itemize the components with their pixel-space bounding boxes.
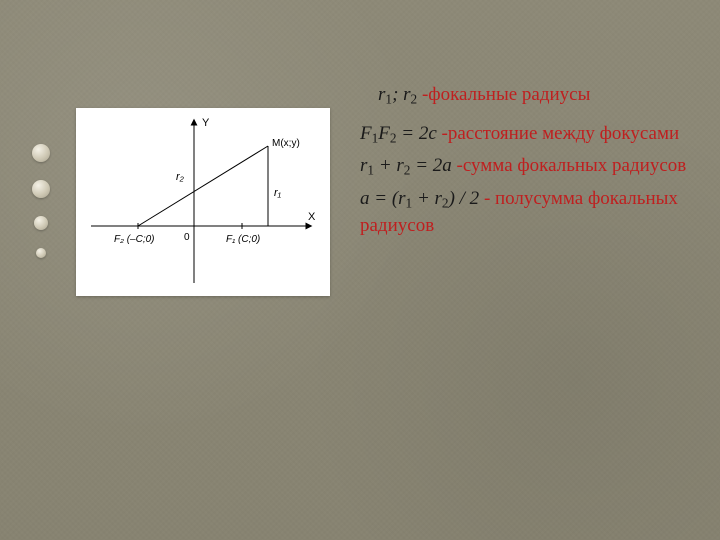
formula-r1plusr2: r1 + r2 = 2a (360, 155, 452, 176)
origin-label: 0 (184, 232, 190, 243)
bullet-dot (32, 144, 50, 162)
axis-x-label: X (308, 211, 316, 223)
definition-line: r1; r2 -фокальные радиусы (378, 82, 690, 109)
point-f2-label: F₂ (–C;0) (114, 234, 154, 245)
definition-line: a = (r1 + r2) / 2 - полусумма фокальных … (360, 186, 690, 239)
point-m-label: M(x;y) (272, 138, 300, 149)
definition-text: -сумма фокальных радиусов (457, 155, 687, 176)
definition-line: F1F2 = 2c -расстояние между фокусами (360, 121, 690, 148)
bullet-dot (32, 180, 50, 198)
definition-text: -расстояние между фокусами (442, 123, 680, 144)
formula-f1f2: F1F2 = 2c (360, 123, 437, 144)
definitions-block: r1; r2 -фокальные радиусы F1F2 = 2c -рас… (360, 82, 690, 245)
formula-r1r2: r1; r2 (378, 84, 417, 105)
bullet-list (32, 144, 50, 258)
slide: Y X 0 M(x;y) F₁ (C;0) F₂ (–C;0) r₁ r₂ r1… (0, 0, 720, 540)
segment-r1-label: r₁ (274, 187, 282, 199)
segment-r2-label: r₂ (176, 171, 185, 183)
axis-y-label: Y (202, 117, 210, 129)
bullet-dot (34, 216, 48, 230)
point-f1-label: F₁ (C;0) (226, 234, 260, 245)
bullet-dot (36, 248, 46, 258)
ellipse-foci-diagram: Y X 0 M(x;y) F₁ (C;0) F₂ (–C;0) r₁ r₂ (76, 108, 330, 296)
definition-text: -фокальные радиусы (422, 84, 590, 105)
formula-a: a = (r1 + r2) / 2 (360, 188, 479, 209)
definition-line: r1 + r2 = 2a -сумма фокальных радиусов (360, 153, 690, 180)
